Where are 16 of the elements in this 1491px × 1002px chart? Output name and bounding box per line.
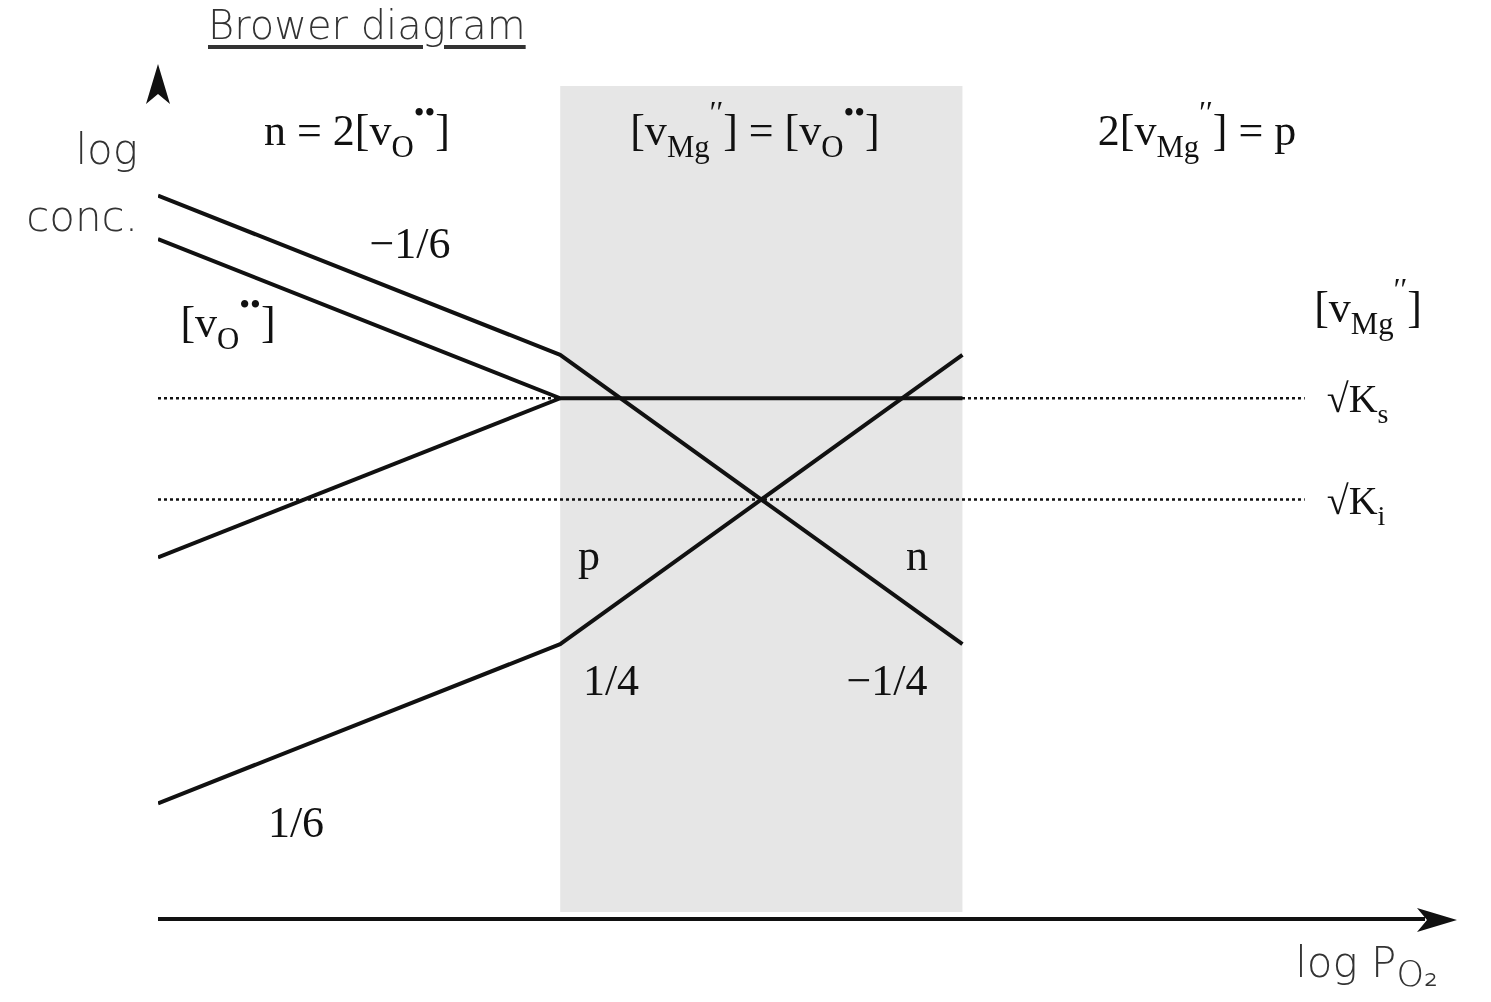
text: [v$_{Mg}$$^{′′}$] = [v$_{O}$$^{••}$]: [630, 96, 880, 164]
text: 2[v$_{Mg}$$^{′′}$] = p: [1097, 96, 1297, 164]
ref-line-label: √K$_{i}$: [1326, 477, 1386, 531]
annotation: 1/4: [582, 655, 640, 705]
chart-title: Brower diagram: [208, 2, 526, 48]
annotation: p: [578, 530, 600, 580]
y-axis-title: log conc.: [26, 124, 138, 244]
text: [v$_{Mg}$$^{′′}$]: [1314, 273, 1422, 341]
annotation: −1/4: [846, 655, 928, 705]
annotation: n: [906, 530, 928, 580]
x-axis-title: log P$_{O₂}$: [1295, 938, 1438, 995]
text: n = 2[v$_{O}$$^{••}$]: [264, 96, 450, 164]
annotation: [v$_{O}$$^{••}$]: [180, 288, 276, 356]
annotation: 1/6: [267, 797, 325, 847]
annotation: −1/6: [369, 218, 451, 268]
ref-line-label: √K$_{s}$: [1326, 375, 1389, 430]
